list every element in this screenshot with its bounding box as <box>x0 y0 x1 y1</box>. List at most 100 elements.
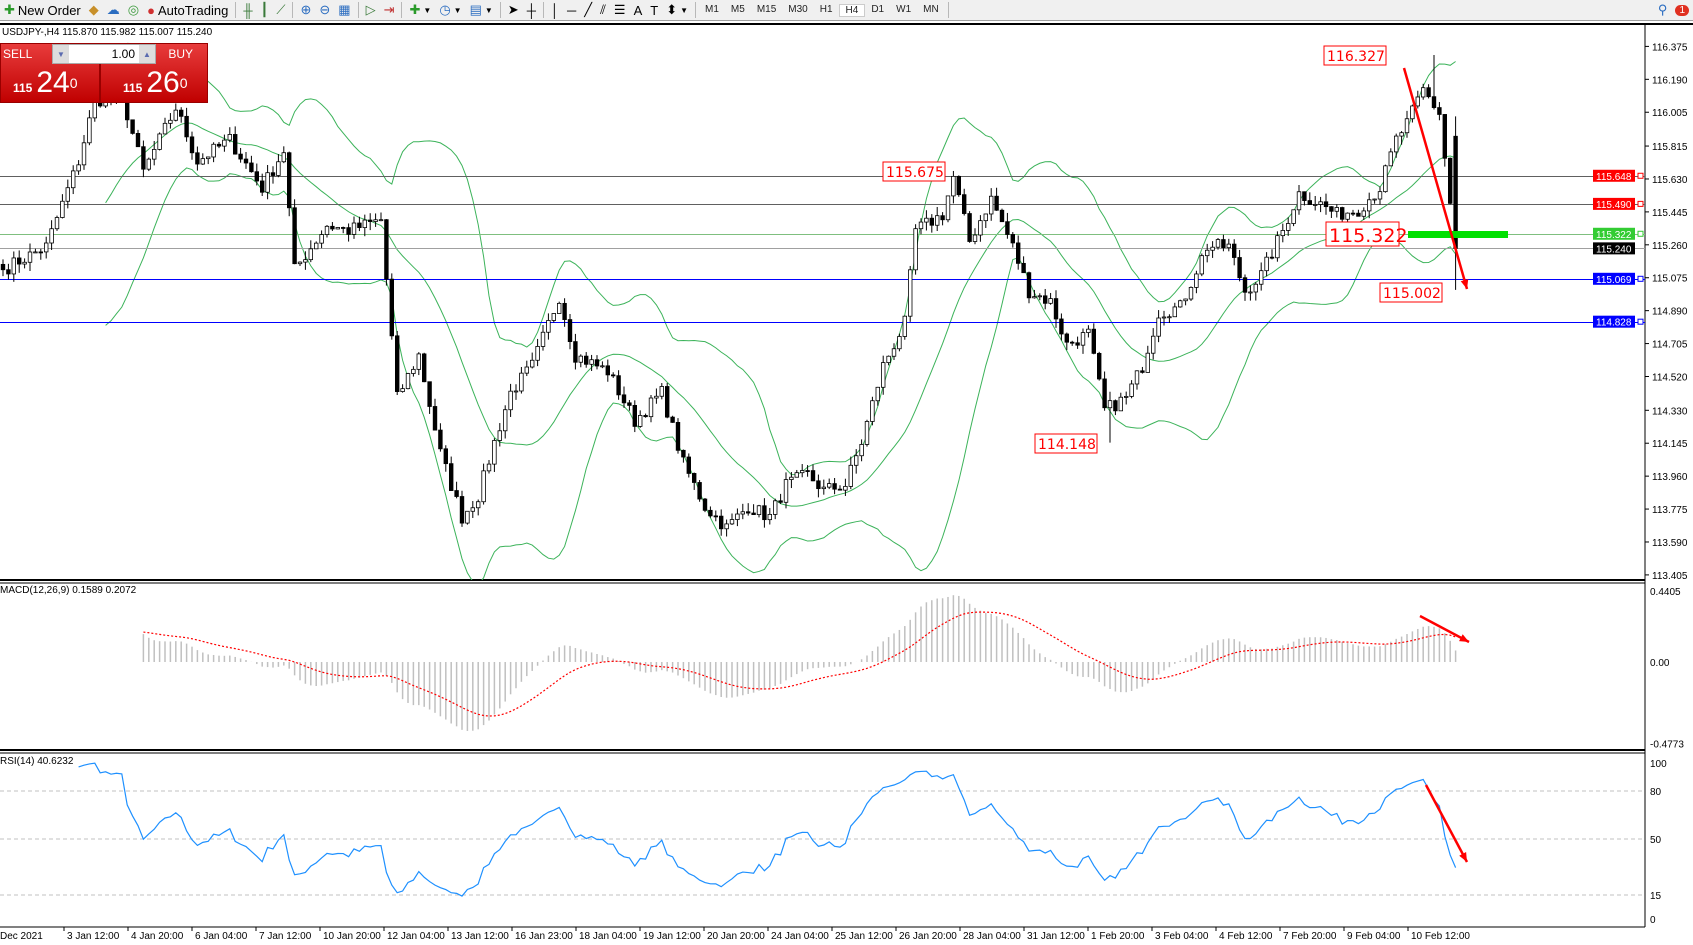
horizontal-line-tool[interactable]: ─ <box>563 1 580 20</box>
crosshair-tool[interactable]: ┼ <box>523 1 540 20</box>
zoom-in-button[interactable]: ⊕ <box>296 1 315 20</box>
candle <box>600 365 605 368</box>
timeframe-d1[interactable]: D1 <box>871 3 885 15</box>
candle <box>924 217 929 223</box>
candle <box>816 480 821 490</box>
timeframe-m15[interactable]: M15 <box>756 3 777 15</box>
macd-plot <box>142 595 1457 731</box>
candle <box>1323 201 1329 208</box>
candle <box>832 483 837 490</box>
price-annotation-box <box>1323 45 1387 66</box>
cloud-icon: ☁ <box>106 2 120 17</box>
candlestick-button[interactable]: ┃ <box>257 1 273 20</box>
level-handle <box>1637 200 1644 207</box>
candle <box>497 430 502 441</box>
time-label: 25 Jan 12:00 <box>835 931 893 940</box>
time-label: 9 Feb 04:00 <box>1347 931 1401 940</box>
candle <box>303 259 308 263</box>
candle <box>999 209 1005 223</box>
timeframe-m5[interactable]: M5 <box>730 3 745 15</box>
fibonacci-tool[interactable]: ☰ <box>610 1 630 20</box>
line-chart-button[interactable]: ⟋ <box>272 1 289 20</box>
candle <box>27 251 33 263</box>
lot-size-input[interactable]: 1.00 <box>111 47 135 61</box>
periods-button[interactable]: ◷ ▼ <box>435 1 465 20</box>
trendline-tool[interactable]: ╱ <box>580 1 596 20</box>
candle <box>810 470 816 482</box>
candle <box>864 421 870 445</box>
candle <box>324 225 330 235</box>
lot-increase-button[interactable]: ▲ <box>139 45 155 63</box>
zoom-out-button[interactable]: ⊖ <box>315 1 334 20</box>
market-watch-button[interactable]: ◆ <box>85 1 103 20</box>
tile-windows-button[interactable]: ▦ <box>334 1 354 20</box>
chart-window[interactable]: 116.375 116.190 116.005 115.815 115.630 115.4… <box>0 23 1693 942</box>
time-label: 16 Jan 23:00 <box>515 931 573 940</box>
candle <box>929 217 934 226</box>
lot-size-stepper[interactable]: ▼ 1.00 ▲ <box>52 44 156 64</box>
price-tick-label: 115.630 <box>1652 175 1688 186</box>
candle <box>173 109 178 121</box>
candle <box>222 139 227 147</box>
candle <box>540 331 546 347</box>
candle <box>897 336 902 350</box>
candle <box>1134 370 1140 385</box>
candle <box>373 219 378 222</box>
notifications-button[interactable]: 1 <box>1671 1 1693 20</box>
candle <box>1102 378 1107 409</box>
new-order-button[interactable]: ✚ New Order <box>4 2 81 18</box>
candle <box>1161 316 1167 319</box>
arrows-tool[interactable]: ⬍ ▼ <box>662 1 692 20</box>
divider <box>357 2 359 18</box>
text-tool[interactable]: A <box>630 1 647 20</box>
indicators-button[interactable]: ✚ ▼ <box>405 1 435 20</box>
search-button[interactable]: ⚲ <box>1654 1 1672 20</box>
candle <box>216 143 222 147</box>
candle <box>1377 191 1383 200</box>
text-label-tool[interactable]: T <box>646 1 662 20</box>
time-label: 28 Jan 04:00 <box>963 931 1021 940</box>
bar-chart-button[interactable]: ╫ <box>239 1 256 20</box>
candle <box>400 388 405 392</box>
chevron-down-icon: ▼ <box>423 5 432 15</box>
channel-tool[interactable]: ⫽ <box>596 1 610 20</box>
timeframe-mn[interactable]: MN <box>923 3 939 15</box>
bollinger-middle <box>105 122 1456 507</box>
candle <box>1307 200 1312 205</box>
candle <box>1053 298 1059 320</box>
timeframe-w1[interactable]: W1 <box>896 3 912 15</box>
timeframe-h1[interactable]: H1 <box>819 3 833 15</box>
vertical-line-tool[interactable]: │ <box>547 1 563 20</box>
candle <box>405 373 411 390</box>
rsi-tick-label: 80 <box>1650 787 1662 798</box>
candle <box>978 220 983 236</box>
vertical-line-icon: │ <box>550 2 560 18</box>
timeframe-m1[interactable]: M1 <box>705 3 719 15</box>
chart-canvas[interactable]: 116.375 116.190 116.005 115.815 115.630 115.4… <box>0 25 1693 942</box>
lot-decrease-button[interactable]: ▼ <box>53 45 69 63</box>
time-label: 3 Feb 04:00 <box>1155 931 1209 940</box>
candle <box>962 194 967 214</box>
candle <box>87 117 92 144</box>
price-tick-label: 115.075 <box>1652 274 1688 285</box>
candle <box>1021 262 1026 274</box>
candle <box>1291 209 1296 224</box>
cursor-tool[interactable]: ➤ <box>504 1 523 20</box>
candle <box>421 353 427 383</box>
signals-button[interactable]: ☁ <box>103 1 124 20</box>
candle <box>908 269 913 317</box>
autotrading-button[interactable]: ● AutoTrading <box>147 2 229 18</box>
auto-scroll-button[interactable]: ▷ <box>362 1 380 20</box>
divider <box>695 2 697 18</box>
templates-button[interactable]: ▤ ▼ <box>466 1 497 20</box>
clock-icon: ◷ <box>439 2 451 17</box>
sell-price-prefix: 115 <box>13 81 33 95</box>
radio-button[interactable]: ◎ <box>124 1 143 20</box>
chart-shift-button[interactable]: ⇥ <box>380 1 399 20</box>
timeframe-h4[interactable]: H4 <box>838 3 866 17</box>
candle <box>1048 298 1053 304</box>
auto-scroll-icon: ▷ <box>365 2 376 17</box>
timeframe-m30[interactable]: M30 <box>788 3 808 15</box>
candle <box>168 119 173 124</box>
candle <box>351 222 357 235</box>
